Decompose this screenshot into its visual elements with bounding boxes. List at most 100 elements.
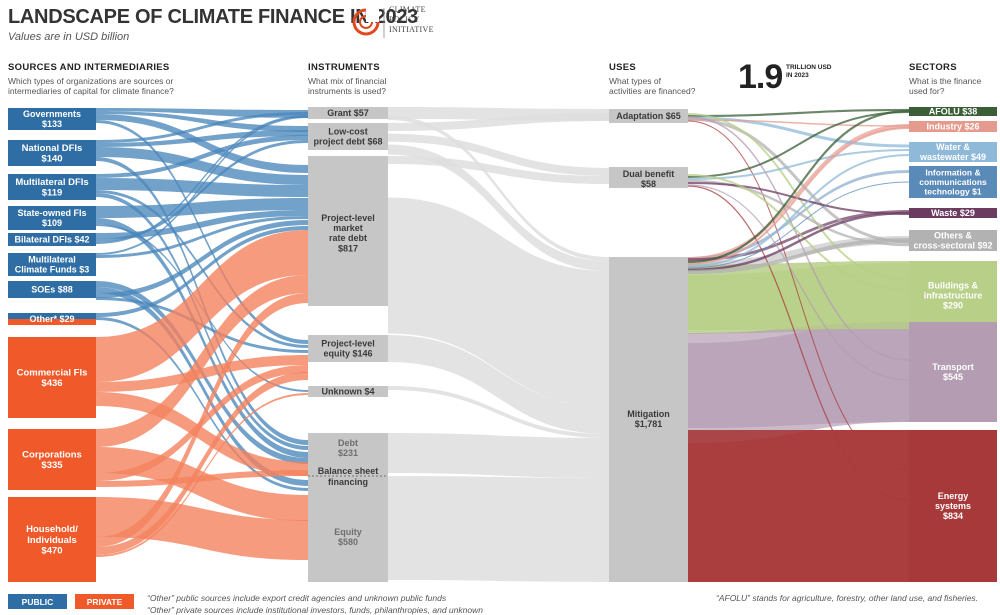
legend-public-label: PUBLIC: [21, 596, 54, 607]
source-node-soe: [8, 281, 96, 298]
flow-source-to-instrument: [96, 130, 308, 147]
use-label-dual-line: Dual benefit: [623, 169, 675, 179]
use-label-adapt-line: Adaptation $65: [616, 111, 681, 121]
total-value: 1.9: [738, 58, 783, 96]
sector-label-build-line: Buildings &: [928, 281, 978, 291]
sector-node-water: [909, 142, 997, 162]
flow-source-to-instrument: [96, 198, 308, 218]
sector-label-afolu: AFOLU $38: [929, 107, 978, 117]
use-label-mitig: Mitigation $1,781: [627, 409, 670, 429]
source-label-oth-line: Other* $29: [29, 314, 74, 324]
source-label-soe-line: SOEs $88: [31, 285, 73, 295]
flow-thread-use-to-sector: [687, 108, 910, 118]
instrument-label-bse: Equity $580: [334, 527, 362, 547]
sector-label-afolu-line: AFOLU $38: [929, 107, 978, 117]
flow-source-to-instrument: [96, 230, 308, 382]
flow-source-to-instrument: [96, 111, 308, 132]
sector-label-ict-line: technology $1: [924, 186, 981, 196]
instruments-question-line-1: What mix of financial: [308, 76, 387, 86]
uses-question-line-2: activities are financed?: [609, 86, 696, 96]
flow-source-to-instrument: [96, 355, 308, 392]
source-node-cfi: [8, 337, 96, 418]
flow-thread-use-to-sector: [687, 116, 910, 361]
flow-instrument-to-use: [388, 335, 609, 434]
sector-label-build-line: infrastructure: [924, 291, 983, 301]
flow-thread-use-to-sector: [687, 174, 910, 291]
sector-label-build-line: $290: [943, 301, 963, 311]
sector-node-build: [909, 261, 997, 330]
logo-line-2: POLICY: [389, 15, 420, 24]
flow-instrument-to-use: [388, 476, 609, 582]
sector-label-trans: Transport $545: [932, 362, 974, 382]
sources-column-question: Which types of organizations are sources…: [8, 76, 174, 96]
flow-thread-use-to-sector: [687, 116, 910, 148]
flow-use-to-sector: [688, 124, 909, 261]
sector-node-others: [909, 230, 997, 251]
source-label-gov-line: $133: [42, 119, 62, 129]
page-subtitle: Values are in USD billion: [8, 31, 130, 43]
instrument-node-bsd: [308, 433, 388, 476]
flow-layer-colored: [96, 108, 910, 560]
instrument-node-lcd: [308, 123, 388, 150]
balance-sheet-label-line: Balance sheet: [318, 466, 379, 476]
flow-source-to-instrument: [96, 178, 308, 197]
source-label-cfi: Commercial FIs $436: [17, 368, 88, 390]
flow-thread-use-to-sector: [687, 149, 910, 180]
flow-thread-use-to-sector: [687, 111, 910, 178]
instrument-node-pld: [308, 156, 388, 306]
legend-private-label: PRIVATE: [86, 596, 123, 607]
label-layer: Governments $133 National DFIs $140 Multilat…: [14, 107, 992, 557]
source-label-mcf-line: Multilateral: [28, 255, 76, 265]
use-node-mitig: [609, 257, 688, 582]
flow-source-to-instrument: [96, 470, 308, 487]
source-label-hh-line: Individuals: [27, 535, 77, 546]
flow-source-to-instrument: [96, 147, 308, 185]
flow-source-to-instrument: [96, 372, 308, 555]
cpi-logo-text: CLIMATE POLICY INITIATIVE: [389, 5, 434, 35]
sectors-column-title: SECTORS: [909, 62, 957, 73]
source-node-ndfi: [8, 140, 96, 166]
sector-node-ict: [909, 166, 997, 198]
flow-source-to-instrument: [96, 218, 308, 458]
sector-label-energy: Energy systems $834: [935, 491, 971, 521]
sources-question-line-2: intermediaries of capital for climate fi…: [8, 86, 174, 96]
instrument-label-bsd: Debt $231: [338, 438, 358, 458]
sector-node-energy: [909, 430, 997, 582]
sector-label-water: Water & wastewater $49: [919, 142, 986, 162]
flow-source-to-instrument: [96, 287, 308, 486]
source-label-mdfi: Multilateral DFIs $119: [15, 177, 88, 199]
source-label-hh-line: Household/: [26, 524, 78, 535]
source-node-bdfi: [8, 233, 96, 246]
instrument-node-unk: [308, 386, 388, 397]
flow-thread-use-to-sector: [687, 117, 910, 244]
source-label-mcf: Multilateral Climate Funds $3: [15, 255, 90, 275]
use-label-mitig-line: $1,781: [635, 419, 663, 429]
uses-column-title: USES: [609, 62, 637, 73]
source-label-soe: SOEs $88: [31, 285, 73, 295]
source-label-bdfi: Bilateral DFIs $42: [14, 235, 89, 245]
flow-thread-use-to-sector: [687, 184, 910, 381]
flow-source-to-instrument: [96, 135, 308, 178]
use-label-adapt: Adaptation $65: [616, 111, 681, 121]
instrument-label-ple: Project-level equity $146: [321, 339, 375, 359]
sector-label-ict-line: Information &: [925, 167, 980, 177]
legend-private: PRIVATE: [75, 594, 134, 609]
source-node-mcf: [8, 253, 96, 276]
source-label-sofi-line: State-owned FIs: [17, 208, 86, 218]
balance-sheet-label-line: financing: [328, 477, 368, 487]
total-unit: TRILLION USD IN 2023: [786, 64, 832, 80]
sectors-column-question: What is the finance used for?: [909, 76, 981, 96]
flow-use-to-sector: [688, 170, 909, 260]
flow-thread-use-to-sector: [687, 127, 910, 265]
source-label-cfi-line: Commercial FIs: [17, 368, 88, 379]
sector-label-others: Others & cross-sectoral $92: [913, 231, 992, 251]
flow-source-to-instrument: [96, 226, 308, 317]
instrument-node-ple: [308, 335, 388, 362]
sector-label-ind: Industry $26: [926, 122, 979, 132]
use-label-mitig-line: Mitigation: [627, 409, 670, 419]
flow-source-to-instrument: [96, 114, 308, 173]
legend-public: PUBLIC: [8, 594, 67, 609]
source-node-hh: [8, 497, 96, 582]
sector-label-water-line: Water &: [936, 142, 970, 152]
flow-source-to-instrument: [96, 112, 308, 143]
